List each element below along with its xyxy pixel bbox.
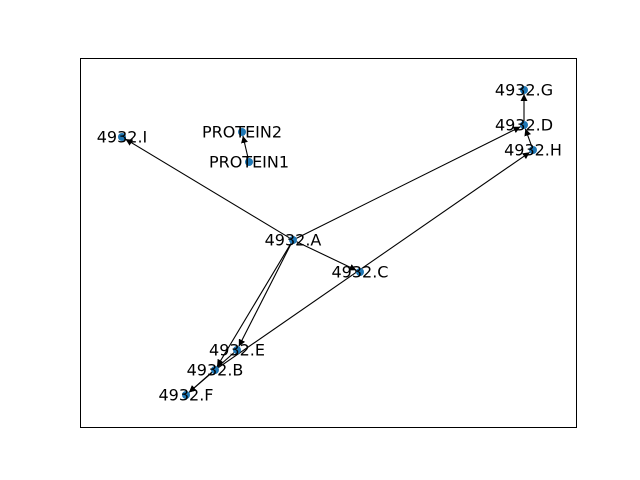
node-4932-f [182, 391, 190, 399]
node-label-4932-d: 4932.D [495, 116, 553, 135]
edge-4932-a-to-4932-b [216, 243, 292, 367]
node-label-4932-g: 4932.G [495, 81, 553, 100]
node-label-4932-c: 4932.C [332, 263, 389, 282]
nodes-group [118, 86, 537, 399]
node-4932-a [289, 236, 297, 244]
node-4932-b [211, 366, 219, 374]
node-label-protein2: PROTEIN2 [202, 123, 282, 142]
edge-4932-a-to-4932-c [296, 241, 357, 271]
node-label-4932-e: 4932.E [209, 341, 265, 360]
edge-4932-a-to-4932-i [125, 138, 290, 239]
labels-group: 4932.A 4932.B 4932.C 4932.D 4932.E 4932.F 4932… [97, 81, 562, 405]
node-label-4932-i: 4932.I [97, 128, 148, 147]
edge-4932-b-to-4932-h [217, 151, 531, 369]
node-4932-d [520, 121, 528, 129]
edge-4932-e-to-4932-f [188, 352, 235, 393]
node-label-protein1: PROTEIN1 [209, 153, 289, 172]
node-4932-h [529, 146, 537, 154]
node-protein2 [238, 128, 246, 136]
plot-frame [80, 58, 577, 428]
node-label-4932-a: 4932.A [265, 231, 322, 250]
edge-4932-a-to-4932-d [296, 126, 521, 239]
node-label-4932-f: 4932.F [158, 386, 213, 405]
node-4932-i [118, 133, 126, 141]
edge-4932-h-to-4932-d [524, 128, 533, 147]
edges-group [125, 94, 533, 393]
node-4932-e [233, 346, 241, 354]
node-label-4932-b: 4932.B [187, 361, 244, 380]
edge-protein1-to-protein2 [241, 135, 249, 159]
node-label-4932-h: 4932.H [504, 141, 562, 160]
node-4932-g [520, 86, 528, 94]
node-4932-c [356, 268, 364, 276]
node-protein1 [245, 158, 253, 166]
edge-4932-a-to-4932-e [238, 243, 292, 347]
